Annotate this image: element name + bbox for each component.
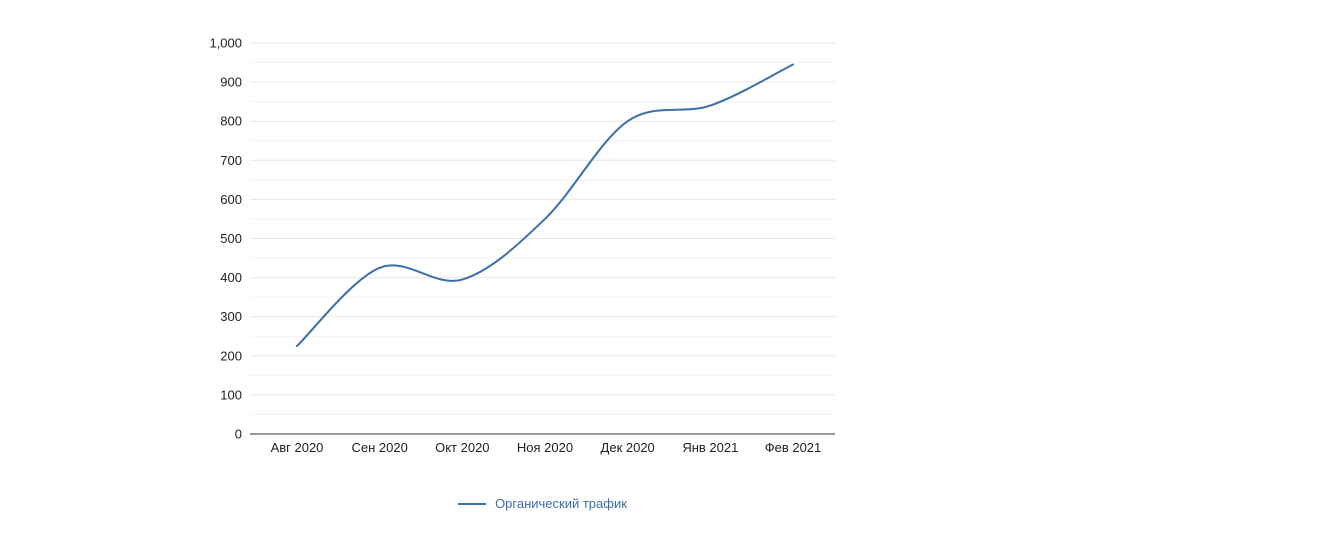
svg-text:600: 600 [220, 192, 242, 207]
legend-line-swatch [458, 502, 487, 505]
svg-text:Дек 2020: Дек 2020 [601, 440, 655, 455]
svg-text:0: 0 [235, 427, 242, 442]
svg-text:Сен 2020: Сен 2020 [351, 440, 407, 455]
svg-text:Ноя 2020: Ноя 2020 [517, 440, 573, 455]
legend-item-organic-traffic[interactable]: Органический трафик [458, 496, 627, 511]
svg-text:400: 400 [220, 270, 242, 285]
svg-text:Окт 2020: Окт 2020 [435, 440, 489, 455]
svg-text:700: 700 [220, 153, 242, 168]
svg-text:Янв 2021: Янв 2021 [682, 440, 738, 455]
chart-legend: Органический трафик [250, 496, 835, 511]
svg-text:500: 500 [220, 231, 242, 246]
svg-text:100: 100 [220, 387, 242, 402]
svg-text:800: 800 [220, 114, 242, 129]
svg-text:300: 300 [220, 309, 242, 324]
legend-label: Органический трафик [495, 496, 627, 511]
svg-text:Фев 2021: Фев 2021 [765, 440, 822, 455]
svg-text:1,000: 1,000 [209, 36, 242, 51]
svg-text:200: 200 [220, 348, 242, 363]
svg-text:Авг 2020: Авг 2020 [271, 440, 324, 455]
svg-text:900: 900 [220, 75, 242, 90]
